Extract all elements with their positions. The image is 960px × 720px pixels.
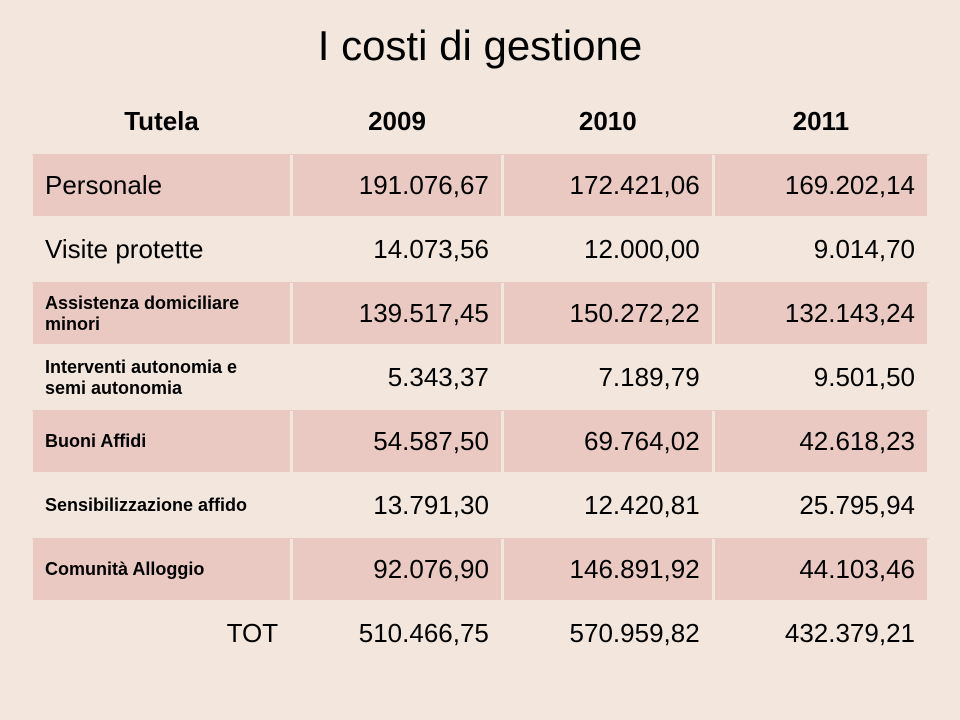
cell-value: 7.189,79 (598, 362, 699, 392)
cell-value: 9.014,70 (814, 234, 915, 264)
cell-value: 12.000,00 (584, 234, 700, 264)
cell-value: 510.466,75 (359, 618, 489, 648)
header-year-2: 2010 (579, 106, 637, 136)
cell-value: 146.891,92 (570, 554, 700, 584)
row-label: Assistenza domiciliare minori (45, 293, 239, 334)
cell-value: 92.076,90 (373, 554, 489, 584)
header-year-3: 2011 (793, 106, 849, 136)
cell-value: 44.103,46 (799, 554, 915, 584)
table-row: Visite protette 14.073,56 12.000,00 9.01… (32, 218, 929, 282)
table-row: Buoni Affidi 54.587,50 69.764,02 42.618,… (32, 410, 929, 474)
cell-value: 172.421,06 (570, 170, 700, 200)
cell-value: 69.764,02 (584, 426, 700, 456)
cell-value: 132.143,24 (785, 298, 915, 328)
cell-value: 5.343,37 (388, 362, 489, 392)
cell-value: 169.202,14 (785, 170, 915, 200)
table-row: Personale 191.076,67 172.421,06 169.202,… (32, 154, 929, 218)
row-label: Buoni Affidi (45, 431, 146, 451)
row-label: Visite protette (45, 234, 204, 264)
slide: I costi di gestione Tutela 2009 2010 201… (0, 0, 960, 720)
cell-value: 25.795,94 (799, 490, 915, 520)
total-label: TOT (227, 618, 279, 648)
table-row: Assistenza domiciliare minori 139.517,45… (32, 282, 929, 346)
cell-value: 12.420,81 (584, 490, 700, 520)
cell-value: 432.379,21 (785, 618, 915, 648)
table-row: Comunità Alloggio 92.076,90 146.891,92 4… (32, 538, 929, 602)
row-label: Personale (45, 170, 162, 200)
row-label: Interventi autonomia e semi autonomia (45, 357, 237, 398)
table-row: Sensibilizzazione affido 13.791,30 12.42… (32, 474, 929, 538)
cell-value: 13.791,30 (373, 490, 489, 520)
row-label: Sensibilizzazione affido (45, 495, 247, 515)
cell-value: 570.959,82 (570, 618, 700, 648)
table-total-row: TOT 510.466,75 570.959,82 432.379,21 (32, 602, 929, 666)
costs-table: Tutela 2009 2010 2011 Personale 191.076,… (30, 88, 930, 667)
header-year-1: 2009 (368, 106, 426, 136)
cell-value: 191.076,67 (359, 170, 489, 200)
cell-value: 150.272,22 (570, 298, 700, 328)
table-row: Interventi autonomia e semi autonomia 5.… (32, 346, 929, 410)
row-label: Comunità Alloggio (45, 559, 204, 579)
cell-value: 42.618,23 (799, 426, 915, 456)
slide-title: I costi di gestione (30, 22, 930, 70)
cell-value: 54.587,50 (373, 426, 489, 456)
table-header-row: Tutela 2009 2010 2011 (32, 90, 929, 154)
cell-value: 14.073,56 (373, 234, 489, 264)
header-label: Tutela (124, 106, 199, 136)
cell-value: 139.517,45 (359, 298, 489, 328)
cell-value: 9.501,50 (814, 362, 915, 392)
